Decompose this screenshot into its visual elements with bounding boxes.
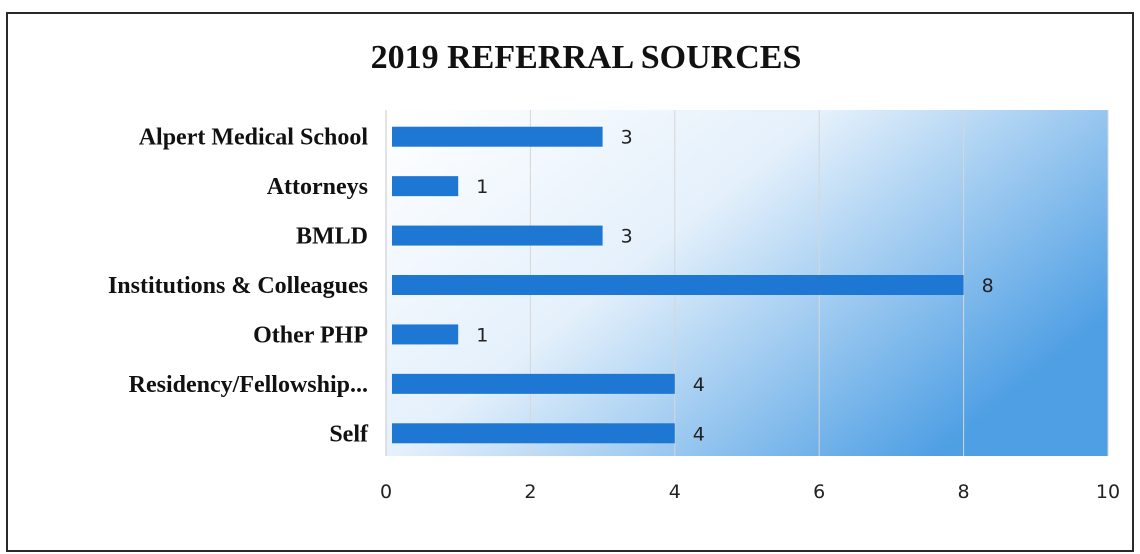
data-label: 4 (693, 374, 705, 396)
x-tick-label: 2 (524, 481, 536, 503)
x-tick-label: 0 (380, 481, 392, 503)
category-label: Residency/Fellowship... (129, 372, 368, 398)
bar (392, 275, 964, 295)
bar (392, 176, 459, 197)
x-tick-label: 8 (958, 481, 970, 503)
bar (392, 126, 603, 147)
bar (392, 423, 675, 444)
category-labels: Alpert Medical School Attorneys BMLD Instit… (108, 125, 369, 448)
chart-frame: 2019 REFERRAL SOURCES 3 1 3 8 1 4 4 Alpert Med… (6, 12, 1134, 552)
bar-chart: 2019 REFERRAL SOURCES 3 1 3 8 1 4 4 Alpert Med… (108, 39, 1120, 503)
x-tick-label: 6 (813, 481, 825, 503)
category-label: BMLD (296, 224, 368, 250)
data-label: 3 (621, 127, 633, 149)
data-label: 1 (476, 176, 488, 198)
bars: 3 1 3 8 1 4 4 (392, 126, 994, 445)
x-tick-label: 4 (669, 481, 681, 503)
data-label: 8 (982, 275, 994, 297)
category-label: Institutions & Colleagues (108, 273, 368, 299)
category-label: Attorneys (267, 174, 368, 200)
bar (392, 225, 603, 246)
category-label: Alpert Medical School (139, 125, 369, 151)
x-tick-labels: 0 2 4 6 8 10 (380, 481, 1120, 503)
x-tick-label: 10 (1096, 481, 1120, 503)
data-label: 1 (476, 324, 488, 346)
category-label: Self (329, 421, 369, 447)
data-label: 4 (693, 423, 705, 445)
bar (392, 373, 675, 394)
category-label: Other PHP (253, 322, 368, 348)
data-label: 3 (621, 226, 633, 248)
bar (392, 324, 459, 345)
chart-title: 2019 REFERRAL SOURCES (371, 39, 802, 76)
